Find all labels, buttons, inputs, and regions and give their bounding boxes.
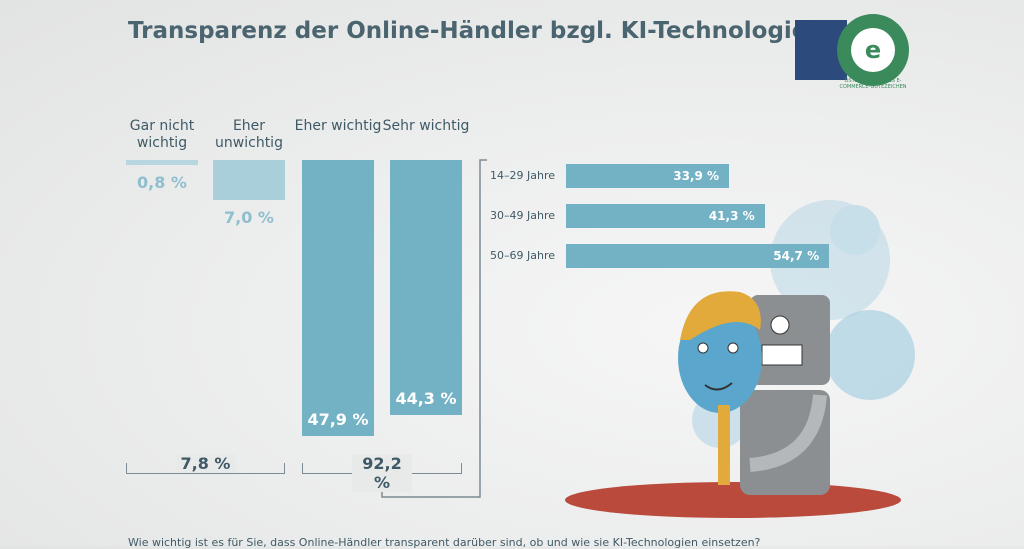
hbar (566, 204, 765, 228)
total-label: 92,2 % (352, 454, 412, 492)
bar (126, 160, 198, 165)
age-label: 14–29 Jahre (490, 169, 555, 182)
stage (565, 482, 901, 518)
value-label: 47,9 % (307, 409, 369, 429)
robot-head (750, 295, 830, 385)
total-label: 7,8 % (175, 454, 236, 473)
face-eye (697, 342, 709, 354)
age-label: 50–69 Jahre (490, 249, 555, 262)
value-label: 7,0 % (224, 208, 274, 228)
bubble (825, 310, 915, 400)
handle (718, 405, 730, 485)
logo-seal-inner (851, 28, 895, 72)
logo-e: e (865, 36, 881, 64)
hbar (566, 244, 830, 268)
bubble (830, 205, 880, 255)
category-label: Eher wichtig (294, 118, 382, 134)
age-label: 30–49 Jahre (490, 209, 555, 222)
total-bracket (126, 463, 285, 474)
category-label: Gar nicht wichtig (129, 118, 195, 151)
chart-title: Transparenz der Online-Händler bzgl. KI-… (128, 18, 824, 44)
hbar-value-label: 54,7 % (773, 249, 820, 263)
face-mouth (704, 382, 733, 391)
hbar-value-label: 41,3 % (708, 209, 755, 223)
robot-arm (749, 394, 827, 472)
robot-teeth (761, 344, 803, 366)
robot-eye (770, 315, 790, 335)
hbar-value-label: 33,9 % (673, 169, 720, 183)
bar (213, 160, 285, 201)
bar (302, 160, 374, 436)
value-label: 0,8 % (137, 172, 187, 192)
face-eye (727, 342, 739, 354)
category-label: Sehr wichtig (382, 118, 470, 134)
logo-text: ÖSTERREICHISCHES E-COMMERCE-GÜTEZEICHEN (839, 78, 907, 90)
hair (680, 291, 761, 340)
caption: Wie wichtig ist es für Sie, dass Online-… (128, 536, 761, 549)
category-label: Eher unwichtig (215, 118, 283, 151)
bar (390, 160, 462, 416)
hbar (566, 164, 730, 188)
value-label: 44,3 % (395, 389, 457, 409)
